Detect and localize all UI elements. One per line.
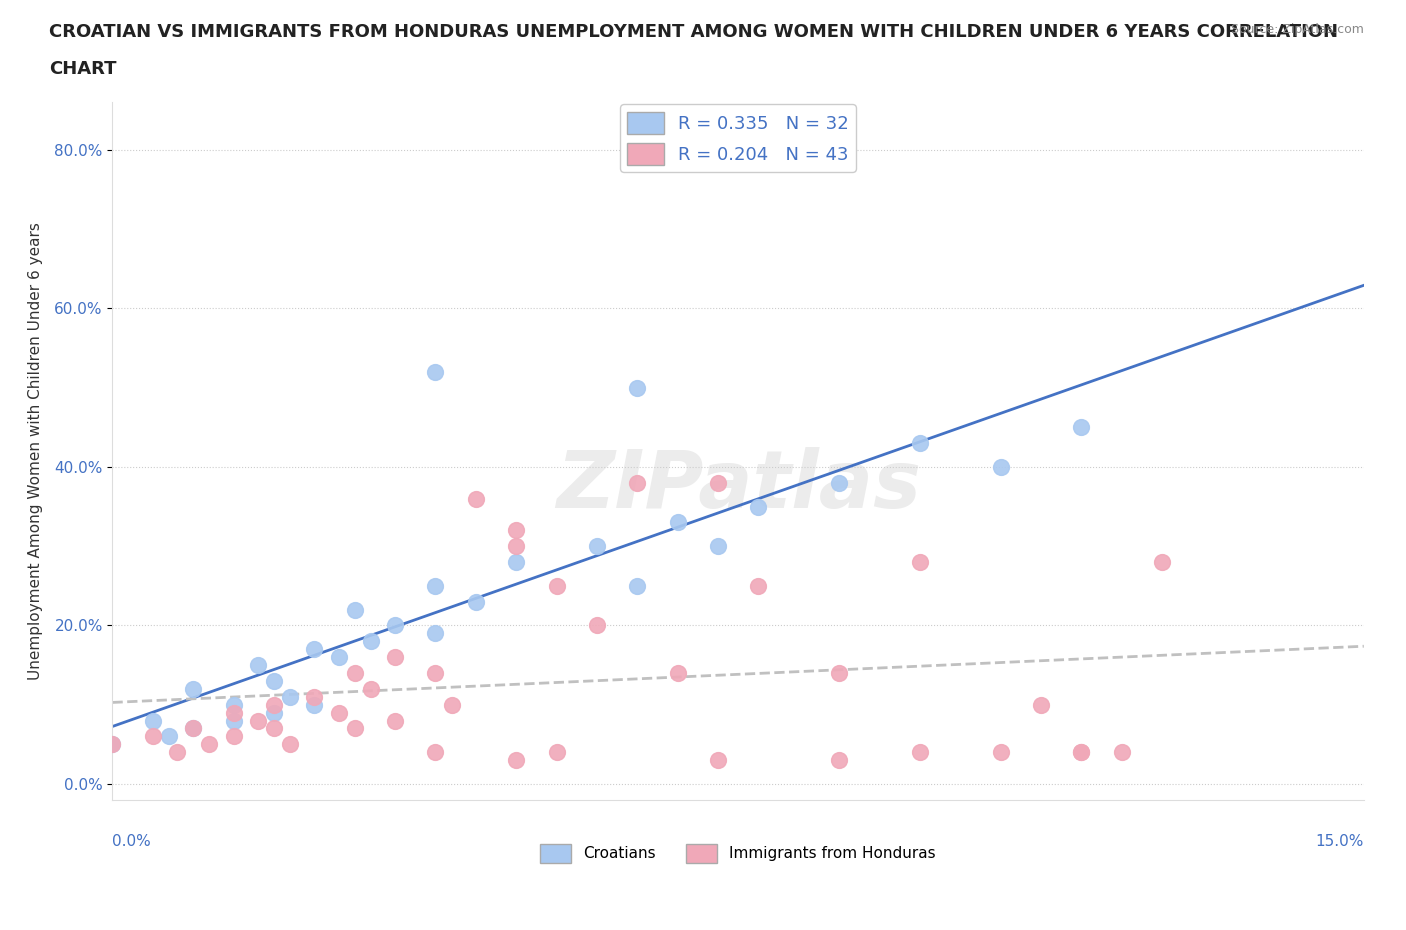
Point [360, 634, 382, 649]
Point [505, 554, 527, 569]
Point [505, 538, 527, 553]
Point [546, 745, 568, 760]
Point [343, 666, 366, 681]
Point [181, 682, 204, 697]
Point [157, 729, 180, 744]
Point [440, 698, 463, 712]
Point [666, 666, 689, 681]
Point [908, 554, 931, 569]
Point [1150, 554, 1173, 569]
Point [142, 713, 165, 728]
Point [546, 578, 568, 593]
Point [222, 705, 245, 720]
Point [908, 745, 931, 760]
Point [384, 650, 406, 665]
Point [1070, 745, 1092, 760]
Point [263, 721, 285, 736]
Point [464, 491, 486, 506]
Point [343, 602, 366, 617]
Y-axis label: Unemployment Among Women with Children Under 6 years: Unemployment Among Women with Children U… [28, 222, 44, 680]
Point [181, 721, 204, 736]
Point [586, 538, 609, 553]
Point [181, 721, 204, 736]
Point [425, 365, 447, 379]
Point [990, 459, 1012, 474]
Point [360, 682, 382, 697]
Point [304, 698, 326, 712]
Point [343, 721, 366, 736]
Point [626, 578, 648, 593]
Point [101, 737, 124, 751]
Point [384, 713, 406, 728]
Point [1029, 698, 1052, 712]
Point [263, 698, 285, 712]
Point [304, 642, 326, 657]
Text: Source: ZipAtlas.com: Source: ZipAtlas.com [1230, 23, 1364, 36]
Point [425, 666, 447, 681]
Point [747, 499, 769, 514]
Text: 0.0%: 0.0% [112, 834, 152, 849]
Point [328, 650, 350, 665]
Text: CROATIAN VS IMMIGRANTS FROM HONDURAS UNEMPLOYMENT AMONG WOMEN WITH CHILDREN UNDE: CROATIAN VS IMMIGRANTS FROM HONDURAS UNE… [49, 23, 1339, 41]
Point [101, 737, 124, 751]
Point [166, 745, 188, 760]
Point [1070, 745, 1092, 760]
Point [707, 538, 730, 553]
Point [384, 618, 406, 633]
Point [425, 578, 447, 593]
Point [1070, 419, 1092, 434]
Point [707, 752, 730, 767]
Text: 15.0%: 15.0% [1316, 834, 1364, 849]
Point [505, 752, 527, 767]
Legend: Croatians, Immigrants from Honduras: Croatians, Immigrants from Honduras [534, 838, 942, 869]
Point [464, 594, 486, 609]
Point [666, 515, 689, 530]
Point [626, 380, 648, 395]
Point [586, 618, 609, 633]
Point [222, 698, 245, 712]
Point [626, 475, 648, 490]
Point [222, 713, 245, 728]
Point [828, 475, 851, 490]
Point [828, 666, 851, 681]
Point [990, 745, 1012, 760]
Text: ZIPatlas: ZIPatlas [555, 447, 921, 525]
Point [222, 729, 245, 744]
Point [1111, 745, 1133, 760]
Point [278, 689, 301, 704]
Point [304, 689, 326, 704]
Point [263, 673, 285, 688]
Point [142, 729, 165, 744]
Text: CHART: CHART [49, 60, 117, 78]
Point [278, 737, 301, 751]
Point [246, 713, 269, 728]
Point [828, 752, 851, 767]
Point [263, 705, 285, 720]
Point [747, 578, 769, 593]
Point [707, 475, 730, 490]
Point [328, 705, 350, 720]
Point [198, 737, 221, 751]
Point [425, 626, 447, 641]
Point [425, 745, 447, 760]
Point [908, 435, 931, 450]
Point [505, 523, 527, 538]
Point [246, 658, 269, 672]
